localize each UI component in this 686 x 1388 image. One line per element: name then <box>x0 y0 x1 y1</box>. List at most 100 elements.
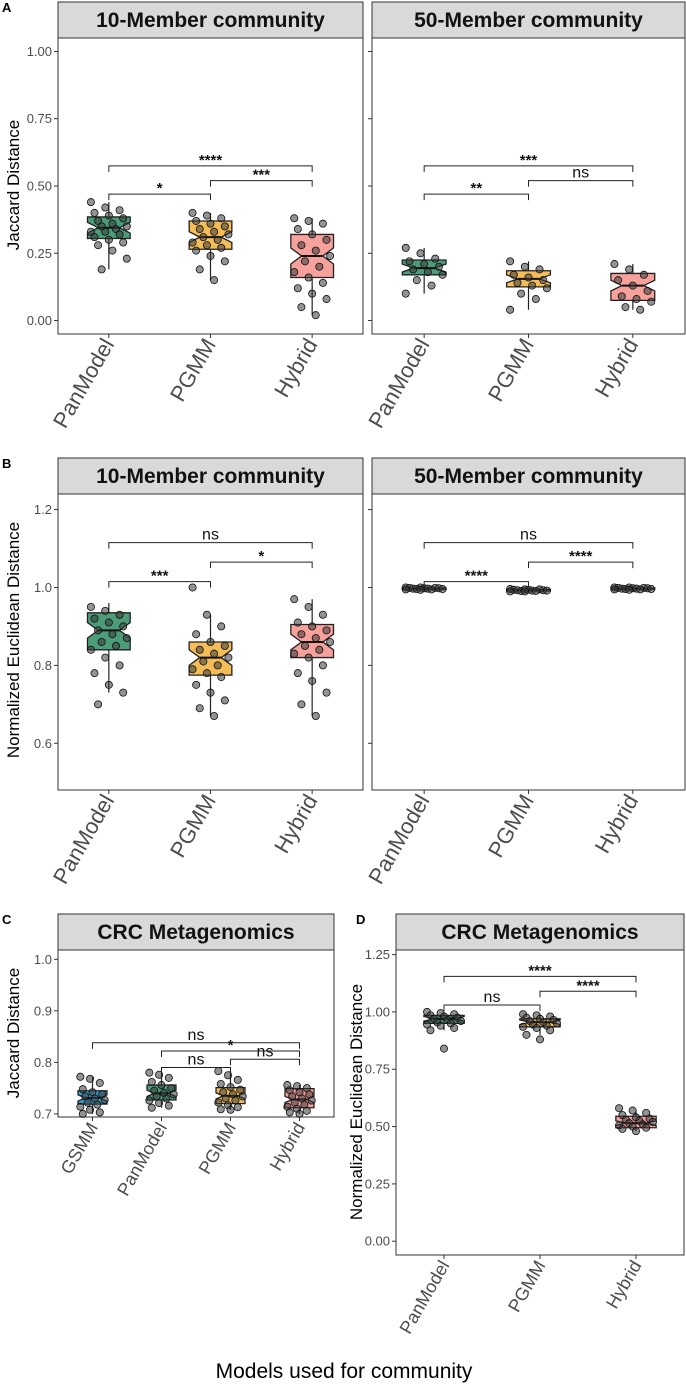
data-point <box>536 1035 545 1044</box>
data-point <box>290 649 299 658</box>
panel-letter: B <box>2 456 11 471</box>
data-point <box>188 665 197 674</box>
data-point <box>416 585 425 594</box>
data-point <box>539 276 548 285</box>
significance-label: **** <box>199 152 223 169</box>
data-point <box>122 634 131 643</box>
data-point <box>311 311 320 320</box>
data-point <box>199 233 208 242</box>
data-point <box>297 241 306 250</box>
data-point <box>304 273 313 282</box>
data-point <box>90 614 99 623</box>
data-point <box>401 585 410 594</box>
significance-label: ns <box>572 165 589 182</box>
significance-bracket <box>443 975 637 983</box>
data-point <box>119 622 128 631</box>
data-point <box>647 297 656 306</box>
data-point <box>290 214 299 223</box>
data-point <box>238 1092 247 1101</box>
data-point <box>101 606 110 615</box>
data-point <box>217 673 226 682</box>
data-point <box>169 1090 178 1099</box>
data-point <box>101 653 110 662</box>
data-point <box>162 1094 171 1103</box>
y-tick-label: 1.00 <box>27 44 52 59</box>
x-tick-label: PanModel <box>113 1119 171 1199</box>
data-point <box>300 257 309 266</box>
data-point <box>636 305 645 314</box>
data-point <box>423 268 432 277</box>
y-tick-label: 0.9 <box>34 1003 52 1018</box>
data-point <box>639 270 648 279</box>
data-point <box>224 230 233 239</box>
y-tick-label: 1.0 <box>34 952 52 967</box>
x-tick-label: Hybrid <box>269 334 322 402</box>
data-point <box>224 653 233 662</box>
data-point <box>122 254 131 263</box>
data-point <box>542 284 551 293</box>
data-point <box>76 1072 85 1081</box>
data-point <box>101 203 110 212</box>
data-point <box>104 211 113 220</box>
x-tick-label: PGMM <box>483 790 539 862</box>
data-point <box>192 216 201 225</box>
data-point <box>145 1068 154 1077</box>
data-point <box>302 1106 311 1115</box>
data-point <box>436 1021 445 1030</box>
data-point <box>147 1103 156 1112</box>
significance-bracket <box>161 1067 231 1074</box>
significance-bracket <box>108 193 211 201</box>
data-point <box>528 281 537 290</box>
data-point <box>617 292 626 301</box>
data-point <box>438 585 447 594</box>
data-point <box>308 676 317 685</box>
data-point <box>101 227 110 236</box>
data-point <box>520 262 529 271</box>
data-point <box>108 630 117 639</box>
data-point <box>220 641 229 650</box>
facet-strip <box>57 1 364 39</box>
data-point <box>157 1081 166 1090</box>
panel-D: CRC Metagenomics 0.00 0.25 0.50 0.75 1.00 1.25… <box>347 912 685 1337</box>
data-point <box>202 211 211 220</box>
data-point <box>625 265 634 274</box>
x-tick-label: PanModel <box>48 790 119 888</box>
y-axis-label: Jaccard Distance <box>4 120 23 250</box>
data-point <box>304 216 313 225</box>
data-point <box>506 257 515 266</box>
x-tick-label: Hybrid <box>590 334 643 402</box>
data-point <box>431 254 440 263</box>
facet-title: CRC Metagenomics <box>441 921 638 944</box>
data-point <box>202 610 211 619</box>
data-point <box>322 688 331 697</box>
data-point <box>531 295 540 304</box>
data-point <box>542 586 551 595</box>
data-point <box>95 1078 104 1087</box>
significance-bracket <box>92 1042 300 1049</box>
significance-label: **** <box>465 568 489 585</box>
facet-title: 10-Member community <box>96 9 325 32</box>
x-tick-label: Hybrid <box>269 790 322 858</box>
data-point <box>86 645 95 654</box>
data-point <box>509 270 518 279</box>
data-point <box>210 649 219 658</box>
data-point <box>224 1071 233 1080</box>
data-point <box>199 657 208 666</box>
x-tick-label: PGMM <box>195 1119 240 1177</box>
data-point <box>94 626 103 635</box>
y-tick-label: 1.0 <box>34 580 52 595</box>
data-point <box>456 1017 465 1026</box>
data-point <box>625 585 634 594</box>
data-point <box>119 688 128 697</box>
x-tick-label: Hybrid <box>602 1257 645 1312</box>
data-point <box>164 1073 173 1082</box>
panel-letter: A <box>2 0 12 15</box>
data-point <box>513 278 522 287</box>
significance-bracket <box>423 542 634 549</box>
plot-area <box>395 949 685 1256</box>
data-point <box>90 208 99 217</box>
data-point <box>632 295 641 304</box>
facet-title: 10-Member community <box>96 465 325 488</box>
facet-title: 50-Member community <box>414 9 643 32</box>
data-point <box>427 281 436 290</box>
